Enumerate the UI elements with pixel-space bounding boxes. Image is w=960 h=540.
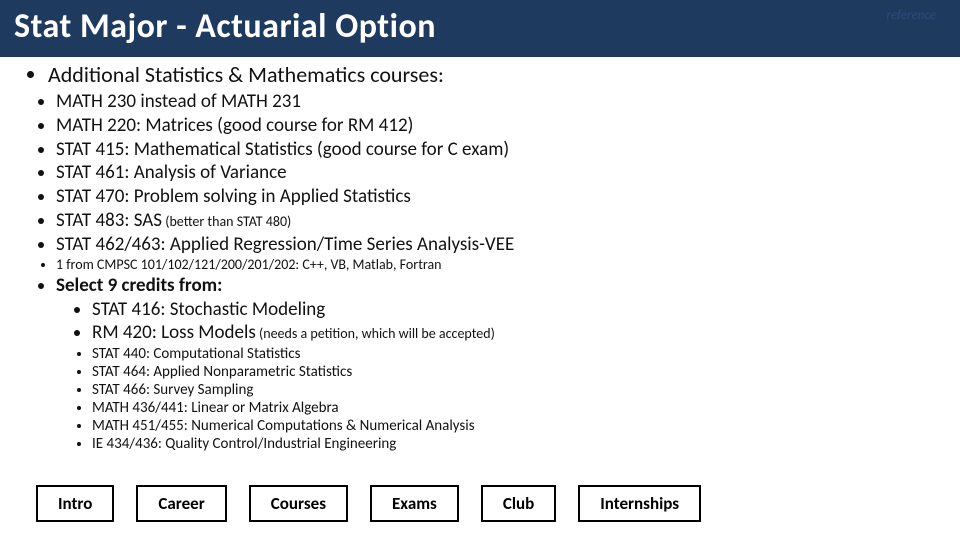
course-item: MATH 230 instead of MATH 231 — [56, 90, 940, 114]
select-tail-item: STAT 440: Computational Statistics — [92, 345, 940, 363]
cmpsc-note: 1 from CMPSC 101/102/121/200/201/202: C+… — [56, 256, 940, 274]
slide-body: Additional Statistics & Mathematics cour… — [0, 57, 960, 453]
course-list-main: MATH 230 instead of MATH 231MATH 220: Ma… — [20, 90, 940, 256]
select-tail-item: MATH 436/441: Linear or Matrix Algebra — [92, 399, 940, 417]
nav-button-club[interactable]: Club — [481, 485, 556, 522]
nav-button-courses[interactable]: Courses — [249, 485, 348, 522]
nav-button-career[interactable]: Career — [136, 485, 226, 522]
course-item: STAT 415: Mathematical Statistics (good … — [56, 138, 940, 162]
course-item: STAT 461: Analysis of Variance — [56, 161, 940, 185]
slide-title: Stat Major - Actuarial Option — [0, 0, 960, 57]
select-credits-label: Select 9 credits from: STAT 416: Stochas… — [56, 274, 940, 453]
select-item-stat416: STAT 416: Stochastic Modeling — [92, 298, 940, 322]
nav-button-exams[interactable]: Exams — [370, 485, 459, 522]
course-item: STAT 462/463: Applied Regression/Time Se… — [56, 233, 940, 257]
reference-label: reference — [886, 8, 936, 23]
select-tail-item: STAT 464: Applied Nonparametric Statisti… — [92, 363, 940, 381]
course-item: STAT 470: Problem solving in Applied Sta… — [56, 185, 940, 209]
section-headline: Additional Statistics & Mathematics cour… — [48, 61, 940, 88]
course-item-sas: STAT 483: SAS (better than STAT 480) — [56, 209, 940, 233]
course-item: MATH 220: Matrices (good course for RM 4… — [56, 114, 940, 138]
nav-button-intro[interactable]: Intro — [36, 485, 114, 522]
select-tail-item: MATH 451/455: Numerical Computations & N… — [92, 417, 940, 435]
select-item-rm420: RM 420: Loss Models (needs a petition, w… — [92, 321, 940, 345]
nav-row: Intro Career Courses Exams Club Internships — [36, 485, 701, 522]
nav-button-internships[interactable]: Internships — [578, 485, 701, 522]
select-tail-item: IE 434/436: Quality Control/Industrial E… — [92, 435, 940, 453]
select-tail-list: STAT 440: Computational StatisticsSTAT 4… — [56, 345, 940, 453]
select-tail-item: STAT 466: Survey Sampling — [92, 381, 940, 399]
